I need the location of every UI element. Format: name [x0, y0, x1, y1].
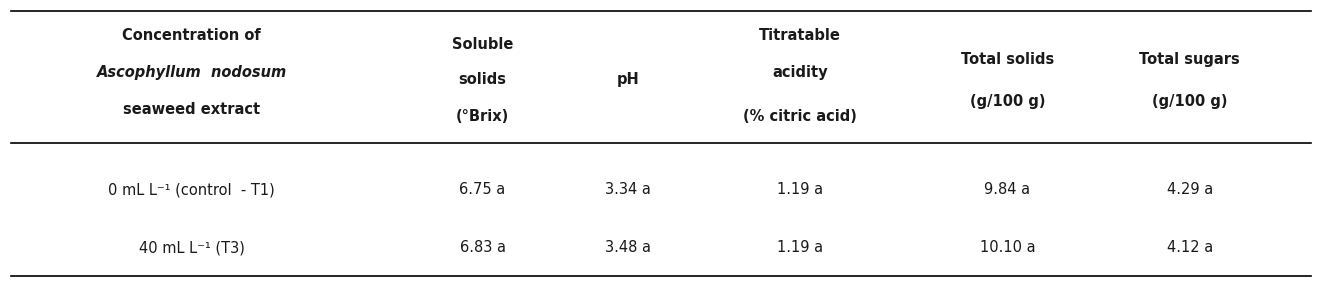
Text: 4.29 a: 4.29 a [1167, 182, 1212, 197]
Text: 0 mL L⁻¹ (control  - T1): 0 mL L⁻¹ (control - T1) [108, 182, 275, 197]
Text: seaweed extract: seaweed extract [123, 102, 260, 117]
Text: (g/100 g): (g/100 g) [969, 94, 1046, 109]
Text: (g/100 g): (g/100 g) [1151, 94, 1228, 109]
Text: 9.84 a: 9.84 a [985, 182, 1030, 197]
Text: 10.10 a: 10.10 a [980, 241, 1035, 255]
Text: Total solids: Total solids [961, 52, 1054, 67]
Text: 3.34 a: 3.34 a [605, 182, 650, 197]
Text: 40 mL L⁻¹ (T3): 40 mL L⁻¹ (T3) [139, 241, 245, 255]
Text: 6.83 a: 6.83 a [460, 241, 505, 255]
Text: 4.12 a: 4.12 a [1167, 241, 1212, 255]
Text: (°Brix): (°Brix) [456, 109, 509, 124]
Text: (% citric acid): (% citric acid) [743, 109, 857, 124]
Text: solids: solids [459, 72, 506, 87]
Text: 1.19 a: 1.19 a [777, 241, 822, 255]
Text: 1.19 a: 1.19 a [777, 182, 822, 197]
Text: Total sugars: Total sugars [1140, 52, 1240, 67]
Text: acidity: acidity [772, 65, 828, 80]
Text: 6.75 a: 6.75 a [460, 182, 505, 197]
Text: Soluble: Soluble [452, 37, 513, 52]
Text: pH: pH [616, 72, 640, 87]
Text: 3.48 a: 3.48 a [605, 241, 650, 255]
Text: Concentration of: Concentration of [123, 28, 260, 43]
Text: Ascophyllum  nodosum: Ascophyllum nodosum [97, 65, 287, 80]
Text: Titratable: Titratable [759, 28, 841, 43]
